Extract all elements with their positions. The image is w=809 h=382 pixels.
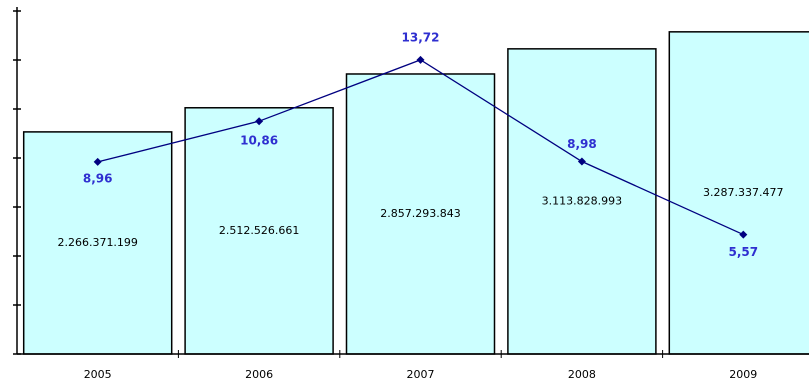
bar-value-label: 3.113.828.993 [542,194,622,207]
bar [22,131,173,355]
x-tick-label: 2006 [245,368,273,381]
line-marker [739,230,748,239]
bar [184,107,334,355]
bar [345,73,496,355]
line-marker [93,157,102,166]
bar-value-label: 2.266.371.199 [57,236,137,249]
line-marker [577,157,586,166]
x-tick-label: 2008 [568,368,596,381]
bar [668,31,809,355]
bar [507,48,657,355]
bar-value-label: 2.857.293.843 [380,207,460,220]
line-marker [416,55,425,64]
x-tick-label: 2005 [84,368,112,381]
x-tick-label: 2009 [729,368,757,381]
line-marker [255,117,264,126]
x-tick-label: 2007 [407,368,435,381]
line-value-label: 8,98 [567,137,597,151]
line-value-label: 8,96 [83,171,113,185]
line-value-label: 5,57 [728,245,758,259]
bar-value-label: 2.512.526.661 [219,224,299,237]
line-value-label: 10,86 [240,134,278,148]
line-value-label: 13,72 [402,30,440,44]
bar-value-label: 3.287.337.477 [703,186,783,199]
